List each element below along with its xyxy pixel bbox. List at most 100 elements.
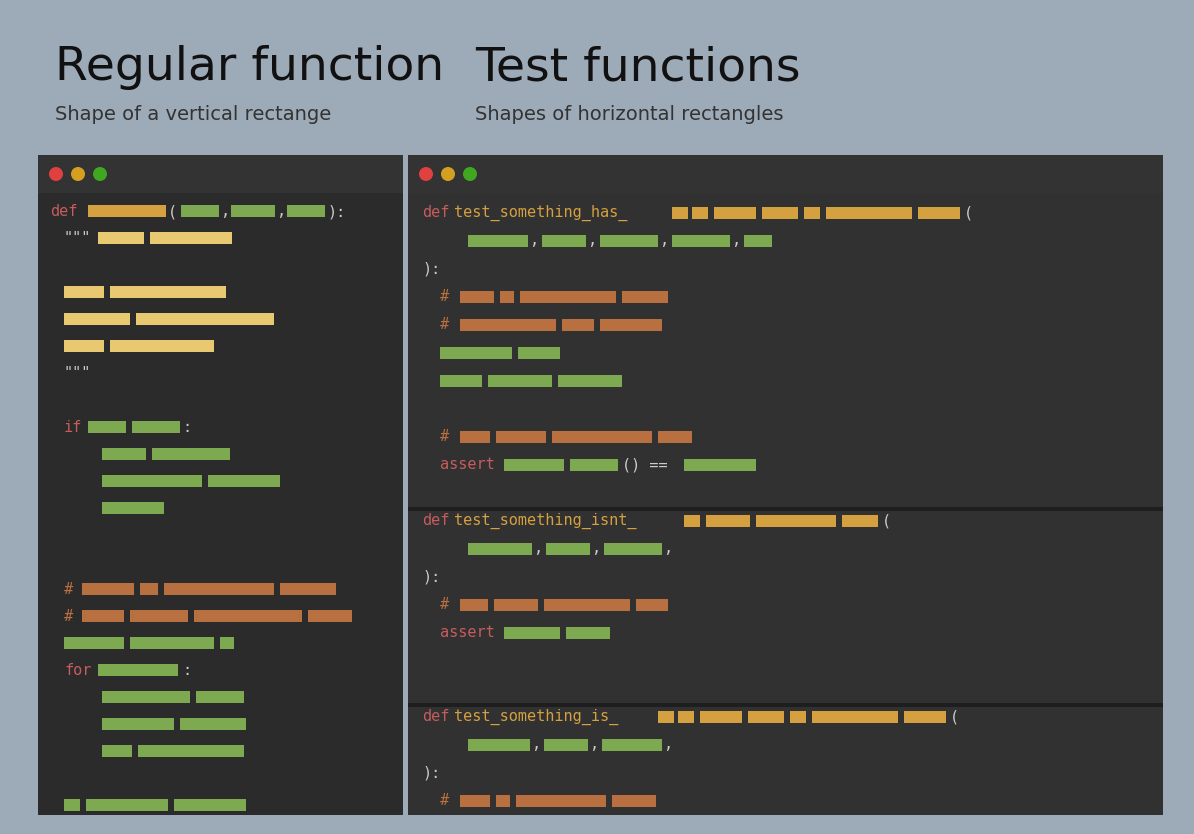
- Text: #: #: [441, 317, 449, 332]
- Bar: [601, 319, 661, 331]
- Text: :: :: [181, 420, 191, 435]
- Text: Shapes of horizontal rectangles: Shapes of horizontal rectangles: [475, 105, 783, 124]
- Text: #: #: [64, 609, 73, 624]
- Bar: [542, 235, 586, 247]
- Bar: [136, 313, 273, 325]
- Bar: [133, 421, 180, 433]
- Bar: [101, 718, 174, 730]
- Text: for: for: [64, 663, 92, 678]
- Text: Test functions: Test functions: [475, 45, 800, 90]
- Bar: [152, 448, 230, 460]
- Text: ,: ,: [664, 541, 673, 556]
- Bar: [488, 375, 552, 387]
- Bar: [672, 235, 730, 247]
- Bar: [678, 711, 694, 723]
- Bar: [174, 799, 246, 811]
- Bar: [756, 515, 836, 527]
- Bar: [408, 703, 1163, 707]
- Text: ,: ,: [664, 737, 673, 752]
- Bar: [460, 319, 556, 331]
- Text: ,: ,: [732, 233, 741, 248]
- Circle shape: [93, 167, 107, 181]
- Bar: [570, 459, 618, 471]
- Bar: [544, 739, 587, 751]
- Text: #: #: [441, 793, 449, 808]
- Text: ,: ,: [277, 204, 287, 219]
- Bar: [684, 515, 700, 527]
- Bar: [566, 627, 610, 639]
- Bar: [544, 599, 630, 611]
- Text: #: #: [441, 597, 449, 612]
- Text: ,: ,: [534, 541, 543, 556]
- Bar: [88, 205, 166, 217]
- Bar: [408, 507, 1163, 511]
- Bar: [110, 286, 226, 298]
- Circle shape: [441, 167, 455, 181]
- Text: ,: ,: [221, 204, 230, 219]
- Bar: [622, 291, 667, 303]
- Text: ,: ,: [660, 233, 669, 248]
- Bar: [562, 319, 593, 331]
- Text: ,: ,: [533, 737, 541, 752]
- Bar: [110, 340, 214, 352]
- Bar: [181, 205, 219, 217]
- Bar: [98, 232, 144, 244]
- Bar: [700, 711, 741, 723]
- Bar: [918, 207, 960, 219]
- Bar: [684, 459, 756, 471]
- Text: ,: ,: [587, 233, 597, 248]
- Bar: [496, 795, 510, 807]
- Text: #: #: [64, 582, 73, 597]
- Bar: [64, 313, 130, 325]
- Bar: [208, 475, 281, 487]
- Bar: [518, 347, 560, 359]
- Bar: [812, 711, 898, 723]
- Text: (: (: [168, 204, 177, 219]
- Text: """: """: [64, 366, 92, 381]
- Text: def: def: [421, 709, 449, 724]
- Bar: [521, 291, 616, 303]
- Bar: [64, 340, 104, 352]
- Text: ):: ):: [421, 765, 441, 780]
- Bar: [500, 291, 513, 303]
- Bar: [636, 599, 667, 611]
- Bar: [460, 431, 490, 443]
- Text: assert: assert: [441, 457, 494, 472]
- Text: (: (: [950, 709, 959, 724]
- Text: Regular function: Regular function: [55, 45, 444, 90]
- Bar: [658, 431, 693, 443]
- Bar: [193, 610, 302, 622]
- Bar: [196, 691, 244, 703]
- Bar: [842, 515, 878, 527]
- Bar: [658, 711, 673, 723]
- Bar: [546, 543, 590, 555]
- Bar: [130, 610, 187, 622]
- Bar: [494, 599, 538, 611]
- Bar: [150, 232, 232, 244]
- Bar: [804, 207, 820, 219]
- Bar: [604, 543, 661, 555]
- Bar: [139, 745, 244, 757]
- Text: ):: ):: [327, 204, 345, 219]
- Text: """: """: [64, 231, 92, 246]
- Bar: [64, 799, 80, 811]
- Text: test_something_is_: test_something_is_: [454, 709, 618, 726]
- Bar: [101, 448, 146, 460]
- Bar: [101, 475, 202, 487]
- Bar: [82, 610, 124, 622]
- Bar: [496, 431, 546, 443]
- Bar: [408, 193, 1163, 507]
- Circle shape: [419, 167, 433, 181]
- Text: test_something_isnt_: test_something_isnt_: [454, 513, 636, 530]
- Text: #: #: [441, 289, 449, 304]
- Bar: [441, 347, 512, 359]
- Text: if: if: [64, 420, 82, 435]
- Circle shape: [49, 167, 63, 181]
- Bar: [747, 711, 784, 723]
- Bar: [762, 207, 798, 219]
- Bar: [441, 375, 482, 387]
- Text: ,: ,: [590, 737, 599, 752]
- Circle shape: [70, 167, 85, 181]
- Bar: [468, 235, 528, 247]
- Bar: [602, 739, 661, 751]
